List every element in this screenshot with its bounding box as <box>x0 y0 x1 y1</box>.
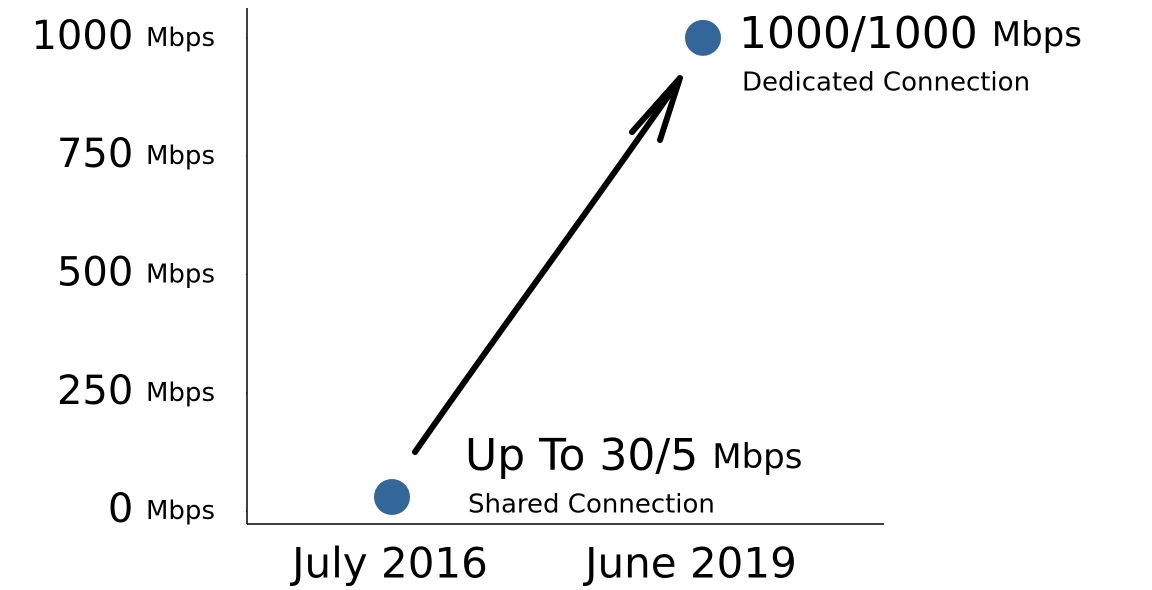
point-label: 1000/1000 Mbps <box>739 8 1082 59</box>
x-tick-label: July 2016 <box>289 539 488 588</box>
point-description: Dedicated Connection <box>742 67 1030 97</box>
y-tick-label: 750 Mbps <box>57 131 215 177</box>
arrow-shaft <box>412 79 681 455</box>
point-description: Shared Connection <box>468 490 715 520</box>
point <box>685 19 721 56</box>
y-tick-label: 0 Mbps <box>108 486 215 532</box>
y-tick-label: 250 Mbps <box>57 368 215 414</box>
arrow <box>412 75 683 455</box>
point-label: Up To 30/5 Mbps <box>465 430 802 481</box>
x-tick-label: June 2019 <box>582 539 797 588</box>
arrow-head <box>629 75 683 143</box>
point <box>374 479 410 516</box>
y-tick-label: 500 Mbps <box>57 250 215 296</box>
y-tick-label: 1000 Mbps <box>31 13 215 59</box>
